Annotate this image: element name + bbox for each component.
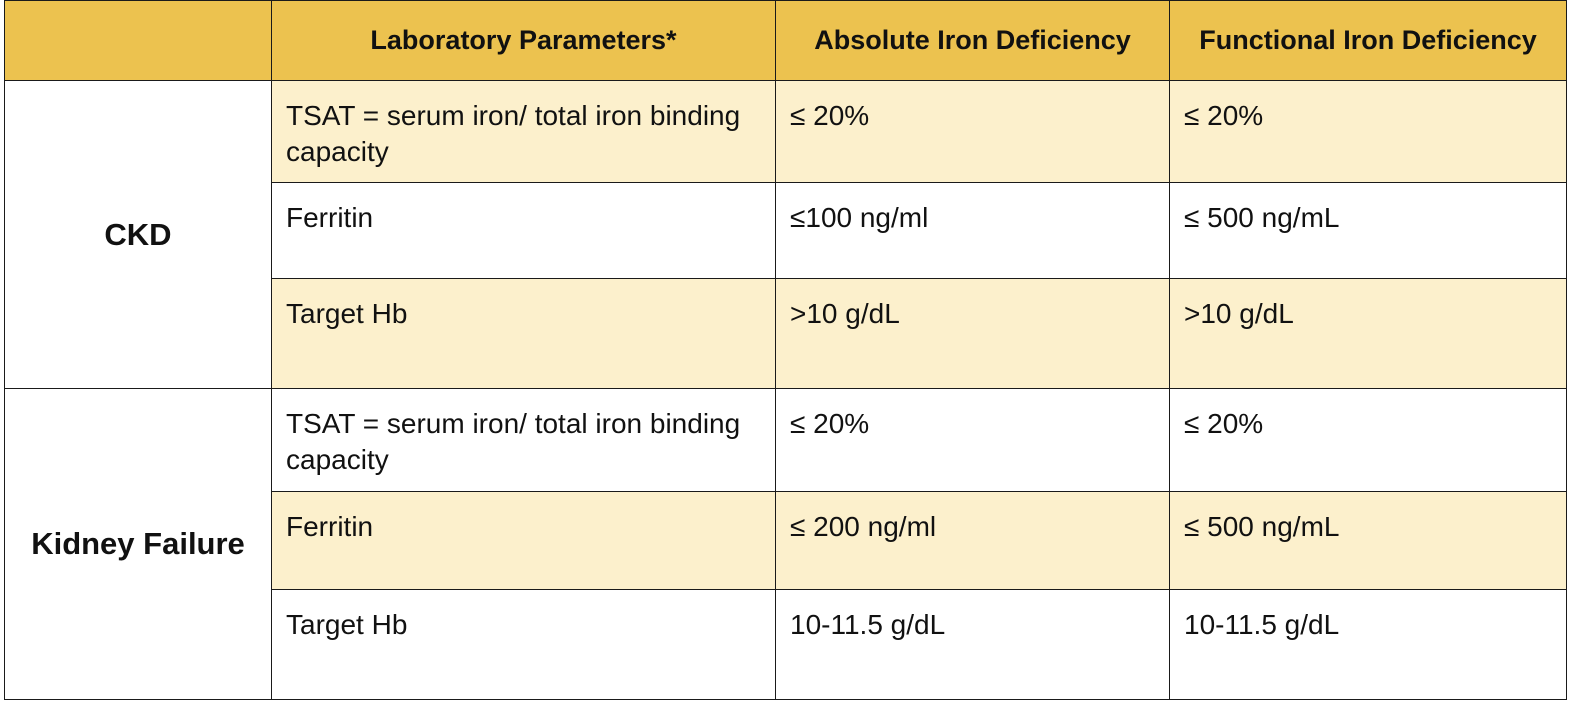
parameter-cell: Ferritin <box>271 491 776 590</box>
absolute-value-cell: ≤100 ng/ml <box>775 182 1170 279</box>
iron-deficiency-table: Laboratory Parameters* Absolute Iron Def… <box>4 0 1567 700</box>
parameter-cell: Target Hb <box>271 278 776 389</box>
absolute-value-cell: 10-11.5 g/dL <box>775 589 1170 700</box>
functional-value-cell: 10-11.5 g/dL <box>1169 589 1567 700</box>
functional-value-cell: ≤ 500 ng/mL <box>1169 182 1567 279</box>
table-row: Ferritin ≤100 ng/ml ≤ 500 ng/mL <box>5 182 1567 279</box>
group-label-kidney-failure: Kidney Failure <box>4 388 272 700</box>
absolute-value-cell: ≤ 20% <box>775 80 1170 183</box>
parameter-cell: TSAT = serum iron/ total iron binding ca… <box>271 80 776 183</box>
functional-value-cell: >10 g/dL <box>1169 278 1567 389</box>
absolute-value-cell: >10 g/dL <box>775 278 1170 389</box>
functional-value-cell: ≤ 500 ng/mL <box>1169 491 1567 590</box>
table-header-row: Laboratory Parameters* Absolute Iron Def… <box>4 0 1567 81</box>
table-row: Kidney Failure TSAT = serum iron/ total … <box>4 388 1567 700</box>
header-absolute: Absolute Iron Deficiency <box>775 0 1170 81</box>
header-group-cell <box>4 0 272 81</box>
absolute-value-cell: ≤ 200 ng/ml <box>775 491 1170 590</box>
header-parameters: Laboratory Parameters* <box>271 0 776 81</box>
functional-value-cell: ≤ 20% <box>1169 80 1567 183</box>
absolute-value-cell: ≤ 20% <box>775 388 1170 492</box>
table-row: Ferritin ≤ 200 ng/ml ≤ 500 ng/mL <box>5 491 1567 590</box>
table-row: Target Hb >10 g/dL >10 g/dL <box>5 278 1567 389</box>
header-functional: Functional Iron Deficiency <box>1169 0 1567 81</box>
parameter-cell: Ferritin <box>271 182 776 279</box>
group-label-ckd: CKD <box>4 80 272 389</box>
parameter-cell: Target Hb <box>271 589 776 700</box>
parameter-cell: TSAT = serum iron/ total iron binding ca… <box>271 388 776 492</box>
table-row: Target Hb 10-11.5 g/dL 10-11.5 g/dL <box>5 589 1567 700</box>
table-row: CKD TSAT = serum iron/ total iron bindin… <box>4 80 1567 389</box>
functional-value-cell: ≤ 20% <box>1169 388 1567 492</box>
